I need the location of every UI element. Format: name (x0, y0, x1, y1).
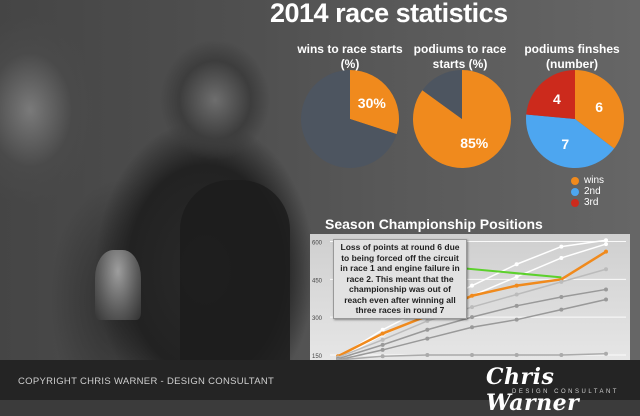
legend-item-2nd: 2nd (571, 186, 604, 197)
series-1-point-4 (514, 274, 519, 279)
annotation-pointer (459, 267, 562, 279)
footer: COPYRIGHT CHRIS WARNER - DESIGN CONSULTA… (0, 360, 640, 416)
y-tick-label-150: 150 (312, 354, 323, 360)
series-4-point-2 (425, 327, 430, 332)
pie0-label-wins: 30% (358, 95, 387, 111)
season-chart-title: Season Championship Positions (325, 216, 543, 232)
series-4-point-5 (559, 295, 564, 299)
series-4-point-3 (470, 315, 474, 320)
page-title: 2014 race statistics (270, 0, 508, 28)
series-0-point-1 (380, 327, 385, 332)
series-3-point-5 (559, 279, 564, 284)
pie-wins-to-starts: 30% (301, 70, 400, 168)
y-tick-label-600: 600 (312, 241, 323, 247)
series-4-point-1 (380, 342, 385, 347)
series-5-point-6 (604, 297, 608, 302)
pie-title-wins: wins to race starts (%) (297, 42, 403, 71)
pie1-label-podiums: 85% (460, 135, 489, 151)
pie2-label-3rd: 4 (553, 91, 561, 107)
pie-podium-finishes: 6 7 4 (526, 70, 624, 168)
series-2-point-4 (514, 283, 519, 288)
series-5-point-4 (514, 317, 519, 322)
series-2-point-3 (470, 293, 474, 298)
pie-title-podiums: podiums to race starts (%) (413, 42, 507, 71)
legend-item-wins: wins (571, 175, 604, 186)
series-5-point-2 (425, 336, 430, 341)
y-tick-label-300: 300 (312, 316, 323, 322)
season-line-chart: 150 300 450 600 (312, 238, 626, 362)
legend-label-2nd: 2nd (584, 186, 601, 197)
pie0-slice-wins (350, 70, 400, 135)
series-5-point-1 (380, 347, 385, 352)
series-0-point-5 (559, 244, 564, 249)
legend-label-wins: wins (584, 175, 605, 186)
series-0-point-4 (514, 262, 519, 267)
series-2-point-6 (604, 249, 608, 254)
series-2-point-1 (380, 331, 385, 336)
pie2-label-wins: 6 (595, 99, 603, 115)
legend-label-3rd: 3rd (584, 197, 599, 208)
series-6-point-4 (514, 352, 519, 357)
pie-legend: wins 2nd 3rd (571, 175, 604, 208)
background-photo-figure (180, 180, 290, 360)
series-3-point-2 (425, 318, 430, 323)
pie2-slice-2nd (526, 114, 615, 168)
series-0-point-6 (604, 238, 608, 243)
chart-annotation: Loss of points at round 6 due to being f… (333, 239, 467, 319)
series-6-point-6 (604, 351, 608, 356)
pie2-label-2nd: 7 (561, 136, 569, 152)
legend-swatch-2nd (571, 187, 579, 196)
pie-charts: 30% 85% 6 7 4 (301, 70, 624, 168)
series-1-point-5 (559, 255, 564, 260)
legend-swatch-3rd (571, 198, 579, 207)
pie0-slice-rest (301, 70, 397, 168)
series-6-point-2 (425, 352, 430, 357)
background-photo-trophy (95, 250, 141, 320)
pie-title-podium-finishes: podiums finshes (number) (524, 42, 620, 71)
copyright-text: COPYRIGHT CHRIS WARNER - DESIGN CONSULTA… (18, 376, 275, 387)
logo-subtitle: DESIGN CONSULTANT (512, 389, 619, 395)
legend-item-3rd: 3rd (571, 197, 604, 208)
pie-podiums-to-starts: 85% (412, 70, 511, 168)
series-0-point-3 (470, 283, 474, 288)
series-6-point-5 (559, 352, 564, 357)
series-5-point-3 (470, 325, 474, 330)
series-3-point-6 (604, 267, 608, 272)
series-3-point-4 (514, 292, 519, 297)
pie2-slice-wins (575, 70, 624, 149)
pie2-slice-3rd (526, 70, 575, 119)
series-6-point-1 (380, 354, 385, 359)
series-1-point-6 (604, 242, 608, 247)
y-tick-label-450: 450 (312, 278, 323, 284)
pie1-slice-podiums (412, 70, 511, 168)
series-3-point-1 (380, 337, 385, 342)
series-4-point-4 (514, 303, 519, 308)
series-4-point-6 (604, 287, 608, 292)
series-3-point-3 (470, 305, 474, 310)
pie1-slice-rest (422, 70, 462, 119)
series-5-point-5 (559, 307, 564, 312)
series-6-point-3 (470, 352, 474, 357)
legend-swatch-wins (571, 176, 579, 185)
